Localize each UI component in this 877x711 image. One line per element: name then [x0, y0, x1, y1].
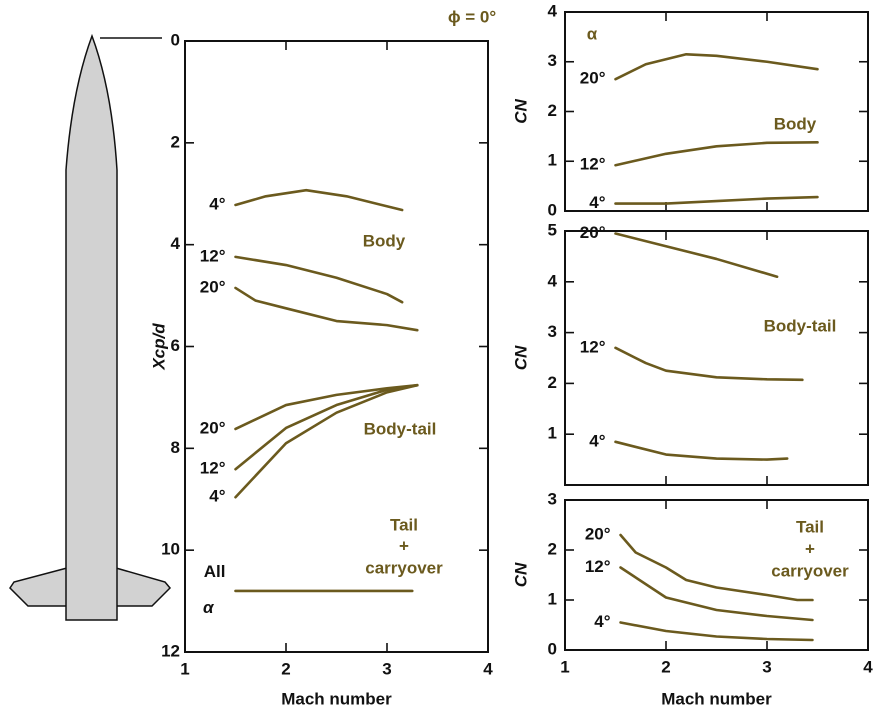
y-tick-label: 10 — [161, 540, 180, 559]
y-tick-label: 2 — [548, 101, 557, 120]
series-label: 4° — [209, 194, 225, 213]
x-axis-label: Mach number — [281, 689, 392, 708]
fin-right — [115, 567, 172, 607]
y-tick-label: 2 — [171, 132, 180, 151]
annotation: + — [399, 536, 409, 555]
series-label: 20° — [200, 418, 226, 437]
series-label: 4° — [209, 487, 225, 506]
y-tick-label: 0 — [548, 639, 557, 658]
y-axis-label: CN — [511, 345, 530, 370]
x-tick-label: 2 — [281, 659, 290, 678]
plot-frame — [564, 499, 869, 651]
x-tick-label: 3 — [382, 659, 391, 678]
x-tick-label: 3 — [762, 657, 771, 676]
series-label: All α — [198, 562, 225, 617]
series-label: 12° — [580, 337, 606, 356]
series-label: 20° — [580, 223, 606, 242]
x-tick-label: 1 — [180, 659, 189, 678]
y-tick-label: 3 — [548, 51, 557, 70]
curve — [619, 621, 814, 642]
y-axis-label: Xcp/d — [149, 323, 168, 371]
curve — [614, 232, 779, 279]
annotation: α — [587, 24, 598, 43]
series-label: 4° — [589, 431, 605, 450]
annotation: Tail — [796, 517, 824, 536]
y-tick-label: 8 — [171, 438, 180, 457]
rocket-body — [65, 33, 118, 621]
rocket — [9, 33, 172, 621]
y-tick-label: 5 — [548, 220, 557, 239]
annotation: ϕ = 0° — [448, 7, 497, 26]
annotation: + — [805, 539, 815, 558]
y-tick-label: 4 — [548, 1, 558, 20]
curve — [234, 383, 419, 499]
curve — [234, 286, 419, 332]
y-tick-label: 1 — [548, 589, 557, 608]
series-label: 12° — [580, 155, 606, 174]
x-tick-label: 2 — [661, 657, 670, 676]
annotation: Body — [363, 231, 406, 250]
y-tick-label: 1 — [548, 424, 557, 443]
annotation: Tail — [390, 515, 418, 534]
curve — [614, 195, 819, 205]
series-label: 4° — [594, 612, 610, 631]
curve — [614, 141, 819, 167]
curve — [614, 346, 804, 382]
y-tick-label: 0 — [548, 200, 557, 219]
series-label: 4° — [589, 193, 605, 212]
y-tick-label: 3 — [548, 322, 557, 341]
y-tick-label: 4 — [548, 271, 558, 290]
series-label: 20° — [200, 277, 226, 296]
curve — [234, 255, 404, 304]
annotation: carryover — [365, 558, 443, 577]
curve — [234, 383, 419, 471]
y-tick-label: 4 — [171, 234, 181, 253]
series-label: 20° — [585, 524, 611, 543]
plot-frame — [564, 11, 869, 212]
y-tick-label: 1 — [548, 151, 557, 170]
annotation: Body — [774, 114, 817, 133]
fin-left — [9, 567, 68, 607]
y-axis-label: CN — [511, 562, 530, 587]
series-label: 12° — [585, 557, 611, 576]
series-label: 12° — [200, 459, 226, 478]
y-tick-label: 0 — [171, 30, 180, 49]
y-tick-label: 6 — [171, 336, 180, 355]
curve — [619, 566, 814, 622]
y-tick-label: 2 — [548, 539, 557, 558]
y-axis-label: CN — [511, 99, 530, 124]
curve — [614, 440, 789, 461]
x-tick-label: 4 — [483, 659, 493, 678]
series-label: 12° — [200, 246, 226, 265]
annotation: carryover — [771, 561, 849, 580]
y-tick-label: 2 — [548, 373, 557, 392]
plot-frame — [564, 230, 869, 486]
y-tick-label: 12 — [161, 641, 180, 660]
y-tick-label: 3 — [548, 489, 557, 508]
annotation: Body-tail — [364, 419, 437, 438]
curve — [614, 52, 819, 81]
x-axis-label: Mach number — [661, 689, 772, 708]
series-label: 20° — [580, 69, 606, 88]
curve — [234, 188, 404, 212]
x-tick-label: 4 — [863, 657, 873, 676]
x-tick-label: 1 — [560, 657, 569, 676]
annotation: Body-tail — [764, 316, 837, 335]
curve — [619, 533, 814, 602]
